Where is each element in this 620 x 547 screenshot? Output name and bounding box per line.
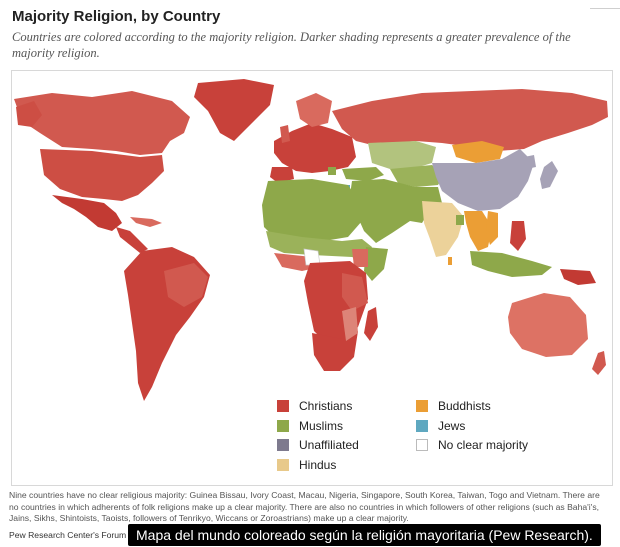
region-scandinavia (296, 93, 332, 127)
region-new-guinea (560, 269, 596, 285)
region-central-asia (390, 165, 444, 187)
region-canada (14, 91, 190, 155)
region-brazil-east (164, 263, 208, 307)
world-map (14, 79, 608, 401)
legend-swatch (277, 439, 289, 451)
region-southern-africa (312, 331, 358, 371)
region-japan (540, 161, 558, 189)
region-ethiopia (352, 249, 368, 267)
region-albania-bosnia (328, 167, 336, 175)
region-central-america (116, 227, 148, 253)
legend: Christians Muslims Unaffiliated Hindus B… (277, 399, 547, 479)
region-sahel (266, 231, 372, 261)
region-horn-of-africa (364, 247, 388, 281)
legend-swatch (277, 459, 289, 471)
legend-swatch (277, 400, 289, 412)
source-line: Pew Research Center's Forum on (9, 530, 139, 540)
region-turkey (342, 167, 384, 181)
region-southeast-asia-buddhist (464, 211, 492, 251)
region-new-zealand (592, 351, 606, 375)
region-australia (508, 293, 588, 357)
region-greenland (194, 79, 274, 141)
footnote: Nine countries have no clear religious m… (9, 490, 600, 523)
page-title: Majority Religion, by Country (12, 8, 221, 25)
region-sri-lanka (448, 257, 452, 265)
region-europe (274, 123, 356, 173)
region-kazakhstan (368, 141, 436, 169)
region-madagascar (364, 307, 378, 341)
region-uk (280, 125, 290, 143)
region-russia (332, 89, 608, 151)
region-mongolia (452, 141, 504, 163)
region-philippines (510, 221, 526, 251)
caption-overlay: Mapa del mundo coloreado según la religi… (128, 524, 601, 546)
region-china (432, 149, 534, 211)
subtitle: Countries are colored according to the m… (12, 30, 571, 60)
region-mexico (52, 195, 122, 231)
region-usa (40, 149, 164, 201)
region-north-africa (262, 179, 362, 243)
region-east-africa (342, 273, 368, 311)
region-iberia (270, 167, 294, 183)
region-alaska (16, 101, 42, 127)
legend-swatch (416, 439, 428, 451)
region-nigeria (303, 248, 321, 266)
legend-swatch (277, 420, 289, 432)
region-india (422, 201, 464, 257)
legend-swatch (416, 420, 428, 432)
region-indonesia-malaysia (470, 251, 552, 277)
header-rule (590, 8, 620, 9)
world-map-frame: Christians Muslims Unaffiliated Hindus B… (11, 70, 613, 486)
legend-swatch (416, 400, 428, 412)
region-north-korea (524, 155, 536, 169)
region-mozambique (342, 307, 358, 341)
region-vietnam (486, 211, 498, 245)
region-bangladesh (456, 215, 464, 225)
region-caribbean (130, 217, 162, 227)
